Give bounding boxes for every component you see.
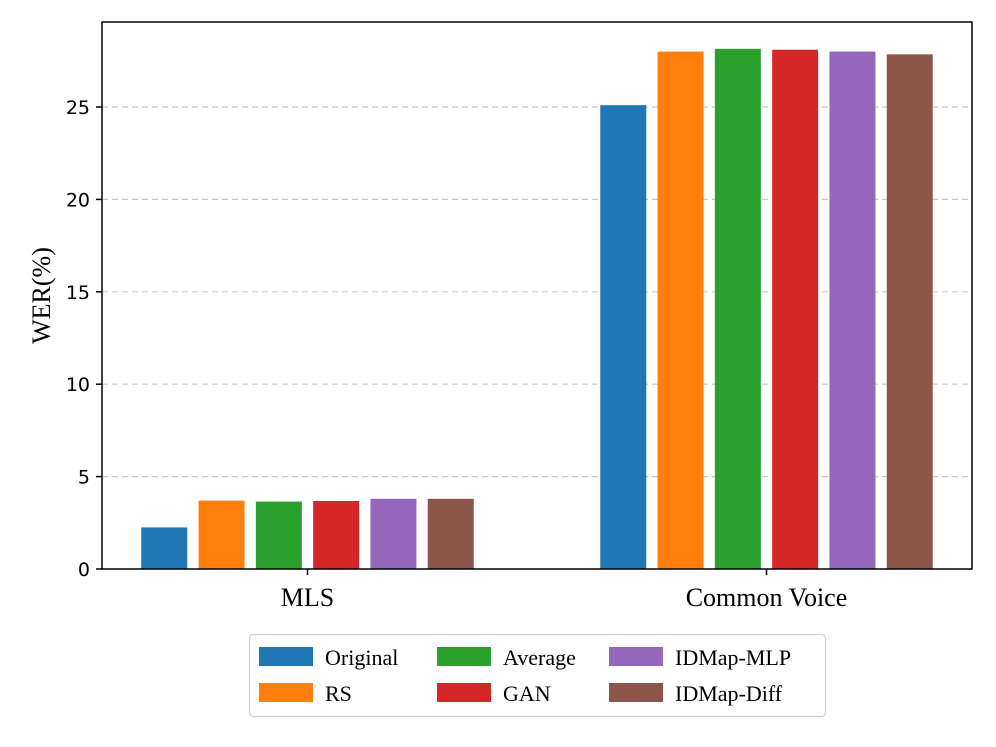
y-tick-label-10: 10 <box>66 374 90 396</box>
legend: Original RS Average GAN IDMap-MLP IDMap-Diff <box>248 633 827 718</box>
legend-swatch-idmap-diff <box>609 683 663 702</box>
legend-label-idmap-diff: IDMap-Diff <box>675 681 783 706</box>
legend-swatch-gan <box>437 683 491 702</box>
legend-label-gan: GAN <box>503 681 551 706</box>
x-tick-label-mls: MLS <box>281 583 334 612</box>
bar-original-mls <box>141 527 188 569</box>
bar-average-mls <box>255 501 302 569</box>
legend-swatch-average <box>437 647 491 666</box>
y-tick-label-5: 5 <box>78 467 90 489</box>
bar-idmap-diff-common-voice <box>886 54 933 569</box>
legend-label-idmap-mlp: IDMap-MLP <box>675 645 791 670</box>
y-axis-title: WER(%) <box>27 247 56 344</box>
bar-gan-common-voice <box>772 49 819 570</box>
y-tick-label-0: 0 <box>78 559 90 581</box>
x-tick-label-common-voice: Common Voice <box>686 583 848 612</box>
bars <box>141 48 933 570</box>
plot-frame <box>101 21 973 570</box>
x-axis: MLS Common Voice <box>281 569 848 612</box>
bar-idmap-mlp-common-voice <box>829 51 876 569</box>
legend-label-rs: RS <box>325 681 352 706</box>
legend-swatch-rs <box>259 683 313 702</box>
y-tick-label-20: 20 <box>66 189 90 211</box>
bar-gan-mls <box>313 500 360 569</box>
bar-original-common-voice <box>600 105 647 569</box>
legend-swatch-idmap-mlp <box>609 647 663 666</box>
y-axis: 0 5 10 15 20 25 <box>66 97 102 581</box>
y-tick-label-15: 15 <box>66 282 90 304</box>
legend-box <box>248 633 827 718</box>
bar-average-common-voice <box>714 48 761 570</box>
legend-swatch-original <box>259 647 313 666</box>
bar-rs-mls <box>198 500 245 570</box>
bar-idmap-diff-mls <box>427 498 474 569</box>
bar-rs-common-voice <box>657 51 704 569</box>
grid-lines <box>102 106 972 478</box>
legend-label-original: Original <box>325 645 398 670</box>
legend-label-average: Average <box>503 645 576 670</box>
bar-idmap-mlp-mls <box>370 498 417 569</box>
y-tick-label-25: 25 <box>66 97 90 119</box>
